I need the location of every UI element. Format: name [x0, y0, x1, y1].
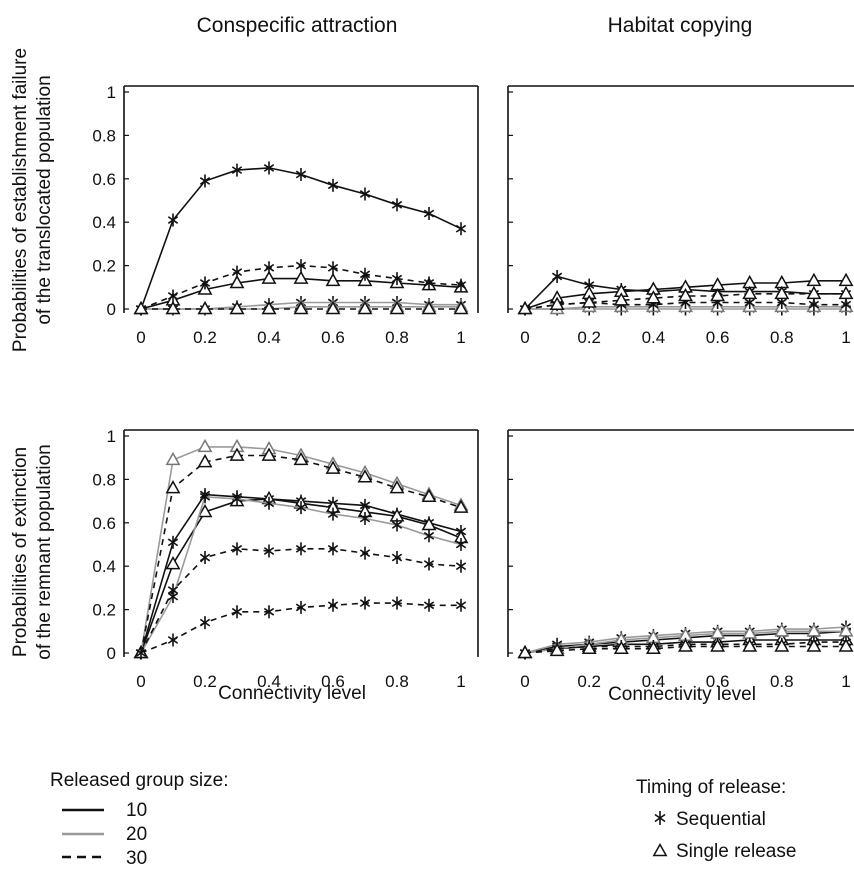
data-point-asterisk [456, 599, 465, 612]
y-tick-label: 0.8 [92, 470, 116, 489]
column-title-habitat: Habitat copying [608, 14, 753, 37]
data-point-asterisk [232, 605, 241, 618]
x-tick-label: 0.4 [642, 328, 666, 347]
y-tick-label: 0.4 [92, 557, 116, 576]
series-30-sequential [136, 542, 465, 659]
data-point-asterisk [424, 207, 433, 220]
legend-label-single-release: Single release [676, 841, 796, 862]
legend-asterisk-mark [655, 811, 665, 825]
row-label-top-line1: Probabilities of establishment failure [10, 48, 31, 352]
data-point-asterisk [552, 270, 561, 283]
x-tick-label: 1 [841, 672, 850, 691]
legend-group-size-title: Released group size: [50, 770, 229, 791]
data-point-triangle [840, 287, 852, 298]
x-tick-label: 0.2 [577, 672, 601, 691]
y-tick-label: 1 [107, 83, 116, 102]
x-tick-label: 0.8 [385, 328, 409, 347]
data-point-asterisk [200, 551, 209, 564]
x-tick-label: 1 [456, 672, 465, 691]
x-tick-label: 0.8 [770, 328, 794, 347]
data-point-triangle [199, 440, 211, 451]
y-tick-label: 0.8 [92, 126, 116, 145]
legend-label-20: 20 [126, 824, 147, 845]
series-line [141, 499, 461, 653]
x-tick-label: 0.8 [385, 672, 409, 691]
legend-triangle-mark [654, 845, 666, 856]
row-label-bottom-line1: Probabilities of extinction [10, 447, 31, 657]
x-tick-label: 0 [520, 672, 529, 691]
row-label-top: Probabilities of establishment failure o… [10, 48, 55, 352]
x-tick-label: 0.4 [257, 328, 281, 347]
y-tick-label: 0.4 [92, 213, 116, 232]
series-30-sequential [136, 597, 465, 660]
x-tick-label: 0.6 [321, 328, 345, 347]
x-tick-label: 1 [841, 328, 850, 347]
series-line [141, 168, 461, 309]
x-axis-label-right: Connectivity level [608, 684, 756, 705]
legend-timing-title: Timing of release: [636, 777, 786, 798]
panel-conspecific-extinction: 00.20.40.60.810 0.2 0.4 0.6 0.8 1 [92, 427, 478, 691]
x-tick-label: 0.2 [193, 672, 217, 691]
data-point-asterisk [392, 198, 401, 211]
legend-label-30: 30 [126, 848, 147, 869]
row-label-bottom: Probabilities of extinction of the remna… [10, 444, 55, 660]
legend-group-size: Released group size: 10 20 30 [50, 770, 229, 869]
x-tick-label: 0 [136, 672, 145, 691]
data-point-asterisk [456, 560, 465, 573]
panel-conspecific-establishment: 0 0.2 0.4 0.6 0.8 1 0 0.2 0.4 0.6 0.8 1 [92, 83, 478, 347]
data-point-triangle [808, 274, 820, 285]
panel-habitat-establishment: 0 0.2 0.4 0.6 0.8 1 [508, 86, 854, 347]
data-point-asterisk [232, 542, 241, 555]
x-tick-label: 0 [136, 328, 145, 347]
data-point-asterisk [200, 616, 209, 629]
data-point-triangle [295, 272, 307, 283]
column-title-conspecific: Conspecific attraction [197, 14, 398, 37]
legend-triangle-icon [654, 845, 666, 856]
x-tick-label: 1 [456, 328, 465, 347]
legend-label-sequential: Sequential [676, 809, 766, 830]
legend-asterisk-icon [655, 811, 665, 825]
y-tick-label: 0 [107, 300, 116, 319]
data-point-asterisk [424, 529, 433, 542]
legend-timing: Timing of release: Sequential Single rel… [636, 777, 796, 862]
series-20-sequential [136, 490, 465, 659]
x-tick-label: 0.8 [770, 672, 794, 691]
series-line [141, 549, 461, 653]
data-point-asterisk [264, 261, 273, 274]
x-tick-label: 0.2 [193, 328, 217, 347]
y-tick-label: 0.2 [92, 601, 116, 620]
data-point-asterisk [328, 599, 337, 612]
legend-label-10: 10 [126, 800, 147, 821]
x-tick-label: 0.6 [706, 328, 730, 347]
data-point-asterisk [232, 266, 241, 279]
x-tick-label: 0.2 [577, 328, 601, 347]
x-tick-label: 0 [520, 328, 529, 347]
y-tick-label: 0.6 [92, 170, 116, 189]
row-label-bottom-line2: of the remnant population [34, 444, 55, 660]
panel-habitat-extinction: 0 0.2 0.4 0.6 0.8 1 [508, 430, 854, 691]
data-point-asterisk [360, 187, 369, 200]
y-tick-label: 1 [107, 427, 116, 446]
data-point-asterisk [168, 633, 177, 646]
y-tick-label: 0.6 [92, 514, 116, 533]
y-tick-label: 0.2 [92, 257, 116, 276]
data-point-asterisk [360, 547, 369, 560]
x-axis-label-left: Connectivity level [218, 683, 366, 704]
data-point-triangle [840, 274, 852, 285]
data-point-asterisk [456, 222, 465, 235]
y-tick-label: 0 [107, 644, 116, 663]
row-label-top-line2: of the translocated population [34, 75, 55, 324]
series-10-sequential [136, 161, 465, 315]
data-point-asterisk [328, 179, 337, 192]
